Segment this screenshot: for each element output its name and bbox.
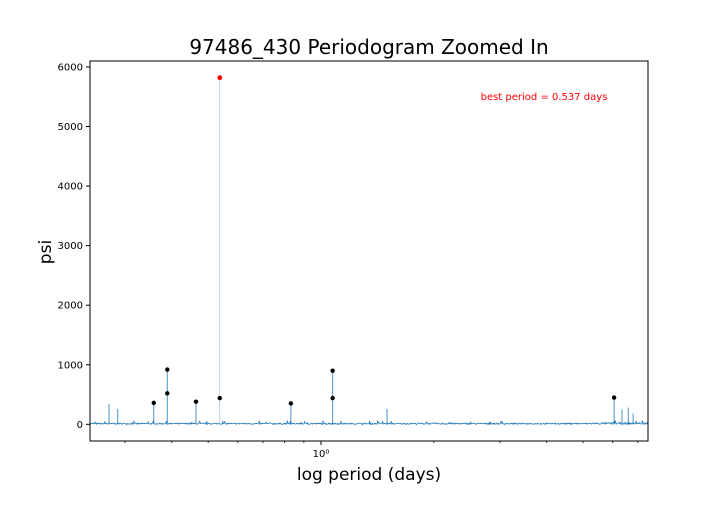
x-axis-ticks: 10⁰ [124,441,639,460]
y-tick-label: 0 [77,420,83,431]
y-tick-label: 3000 [58,241,83,252]
best-period-annotation: best period = 0.537 days [481,92,608,103]
x-tick-label: 10⁰ [313,449,330,460]
peak-marker [151,400,156,406]
axes [89,60,649,442]
best-period-marker [217,75,223,81]
periodogram-spikes [108,77,634,425]
peak-marker [217,395,222,401]
y-tick-label: 5000 [58,122,83,133]
plot-frame [89,60,649,442]
periodogram-noise-line [89,419,649,426]
peak-markers [151,75,617,406]
peak-marker [165,367,170,372]
y-axis-ticks: 0 1000 2000 3000 4000 5000 6000 [58,62,90,431]
peak-marker [611,395,617,400]
peak-marker [330,395,335,401]
chart-title: 97486_430 Periodogram Zoomed In [189,35,548,59]
y-tick-label: 4000 [58,182,83,193]
peak-marker [165,391,170,396]
y-tick-label: 2000 [58,301,83,312]
y-axis-label: psi [36,240,56,264]
y-tick-label: 1000 [58,360,83,371]
y-tick-label: 6000 [58,62,83,73]
peak-marker [193,399,199,404]
peak-marker [330,368,335,373]
peak-marker [288,401,294,406]
x-axis-label: log period (days) [297,465,441,485]
